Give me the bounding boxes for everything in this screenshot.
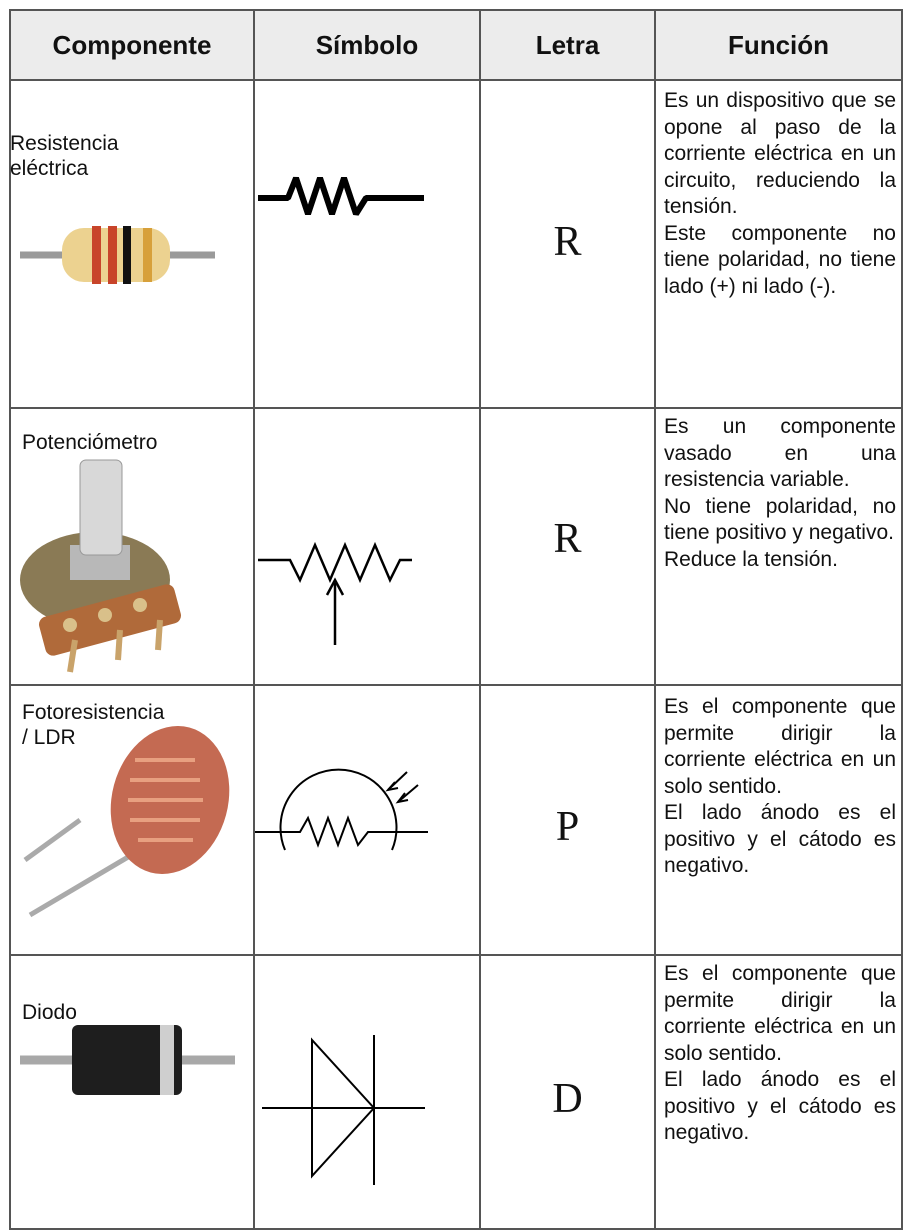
component-name: Fotoresistencia / LDR bbox=[22, 700, 164, 750]
ldr-symbol bbox=[255, 768, 428, 851]
diode-symbol bbox=[262, 1035, 425, 1185]
letter: D bbox=[552, 1076, 583, 1122]
text-line: Diodo bbox=[22, 1001, 77, 1024]
paragraph: El lado ánodo es el positivo y el cátodo… bbox=[664, 1068, 896, 1144]
paragraph: Es el componente que permite dirigir la … bbox=[664, 695, 896, 798]
function-text: Es el componente que permite dirigir la … bbox=[664, 694, 896, 880]
text-line: Fotoresistencia bbox=[22, 701, 165, 724]
table-grid bbox=[9, 9, 903, 1230]
paragraph: Es el componente que permite dirigir la … bbox=[664, 962, 896, 1065]
paragraph: Este componente no tiene polaridad, no t… bbox=[664, 221, 896, 298]
header-background bbox=[10, 10, 902, 80]
resistor-symbol bbox=[258, 176, 424, 216]
ldr-image bbox=[23, 726, 230, 918]
letter: R bbox=[553, 516, 582, 562]
text-line: / LDR bbox=[22, 726, 76, 749]
paragraph: El lado ánodo es el positivo y el cátodo… bbox=[664, 801, 896, 877]
paragraph: Es un componente vasado en una resistenc… bbox=[664, 415, 896, 491]
header-cell: Símbolo bbox=[315, 30, 419, 60]
letter: R bbox=[553, 219, 582, 265]
text-line: Resistencia bbox=[10, 132, 119, 155]
header-cell: Componente bbox=[52, 30, 212, 60]
header-cell: Letra bbox=[535, 30, 600, 60]
header-cell: Función bbox=[727, 30, 830, 60]
potentiometer-image bbox=[20, 459, 181, 673]
text-line: Potenciómetro bbox=[22, 431, 158, 454]
function-text: Es un dispositivo que se opone al paso d… bbox=[664, 88, 896, 300]
resistor-image bbox=[20, 226, 215, 284]
function-text: Es el componente que permite dirigir la … bbox=[664, 961, 896, 1147]
paragraph: No tiene polaridad, no tiene positivo y … bbox=[664, 494, 896, 545]
paragraph: Reduce la tensión. bbox=[664, 547, 838, 571]
potentiometer-symbol bbox=[258, 541, 412, 645]
diode-image bbox=[20, 1025, 235, 1095]
letter: P bbox=[555, 804, 580, 850]
component-name: Resistencia eléctrica bbox=[10, 131, 119, 181]
component-name: Potenciómetro bbox=[22, 430, 157, 455]
text-line: eléctrica bbox=[10, 157, 89, 180]
paragraph: Es un dispositivo que se opone al paso d… bbox=[664, 89, 896, 218]
function-text: Es un componente vasado en una resistenc… bbox=[664, 414, 896, 573]
component-name: Diodo bbox=[22, 1000, 77, 1025]
